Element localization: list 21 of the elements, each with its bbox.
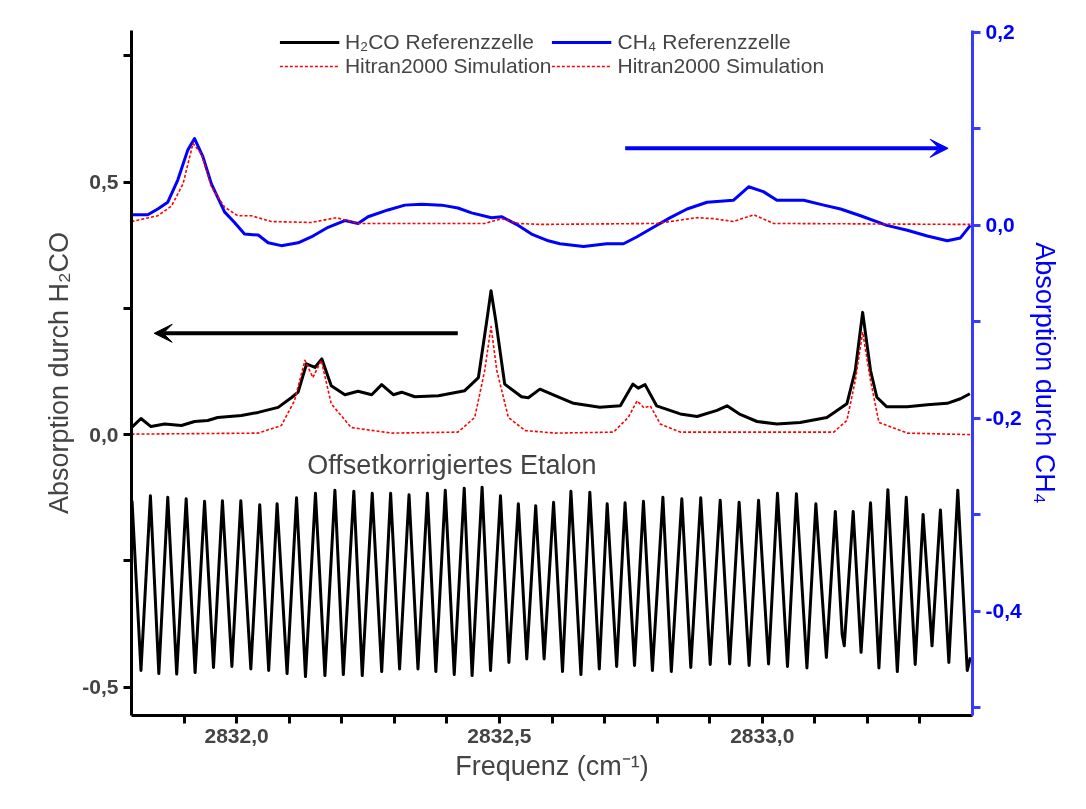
x-tick-label: 2832,0 bbox=[204, 723, 269, 747]
y2-axis-title: Absorption durch CH₄ bbox=[1029, 242, 1060, 504]
x-axis-title: Frequenz (cm⁻¹) bbox=[455, 750, 649, 781]
y-axis-title: Absorption durch H₂CO bbox=[44, 231, 75, 515]
line-series bbox=[131, 325, 971, 436]
y2-tick-label: -0,2 bbox=[985, 406, 1022, 430]
x-tick-label: 2832,5 bbox=[467, 723, 532, 747]
y2-tick-label: 0,2 bbox=[985, 20, 1015, 44]
y-tick-label: 0,5 bbox=[89, 170, 119, 194]
y-tick-label: 0,0 bbox=[89, 422, 119, 446]
legend-label: H₂CO Referenzzelle bbox=[344, 30, 534, 54]
y2-tick-label: 0,0 bbox=[985, 213, 1015, 237]
line-series bbox=[131, 137, 972, 249]
line-series bbox=[131, 142, 972, 226]
x-tick-label: 2833,0 bbox=[730, 723, 795, 747]
y-tick-label: -0,5 bbox=[82, 675, 119, 699]
legend-label: CH₄ Referenzzelle bbox=[617, 30, 791, 54]
legend-label: Hitran2000 Simulation bbox=[344, 54, 552, 78]
y2-tick-label: -0,4 bbox=[985, 599, 1023, 623]
legend-label: Hitran2000 Simulation bbox=[617, 54, 825, 78]
annotation: Offsetkorrigiertes Etalon bbox=[307, 450, 597, 481]
